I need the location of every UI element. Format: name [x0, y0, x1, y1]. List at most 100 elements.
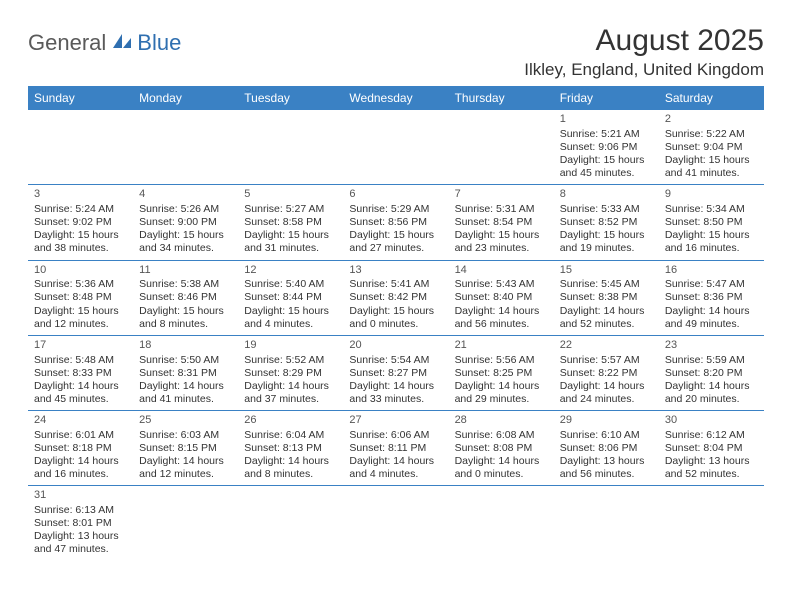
sunrise-text: Sunrise: 5:34 AM: [665, 203, 758, 216]
daylight-text: and 29 minutes.: [455, 393, 548, 406]
daylight-text: Daylight: 14 hours: [34, 455, 127, 468]
sunset-text: Sunset: 8:33 PM: [34, 367, 127, 380]
day-number: 19: [244, 339, 337, 353]
calendar-week-row: 17Sunrise: 5:48 AMSunset: 8:33 PMDayligh…: [28, 335, 764, 410]
calendar-empty-cell: [133, 110, 238, 185]
calendar-day-cell: 6Sunrise: 5:29 AMSunset: 8:56 PMDaylight…: [343, 185, 448, 260]
sunrise-text: Sunrise: 5:38 AM: [139, 278, 232, 291]
sunrise-text: Sunrise: 5:40 AM: [244, 278, 337, 291]
sunrise-text: Sunrise: 5:31 AM: [455, 203, 548, 216]
sunset-text: Sunset: 8:27 PM: [349, 367, 442, 380]
daylight-text: Daylight: 14 hours: [244, 455, 337, 468]
calendar-week-row: 31Sunrise: 6:13 AMSunset: 8:01 PMDayligh…: [28, 486, 764, 561]
calendar-day-cell: 12Sunrise: 5:40 AMSunset: 8:44 PMDayligh…: [238, 260, 343, 335]
day-number: 11: [139, 264, 232, 278]
daylight-text: Daylight: 13 hours: [665, 455, 758, 468]
sunset-text: Sunset: 8:08 PM: [455, 442, 548, 455]
daylight-text: Daylight: 15 hours: [139, 229, 232, 242]
weekday-row: SundayMondayTuesdayWednesdayThursdayFrid…: [28, 86, 764, 110]
daylight-text: Daylight: 14 hours: [455, 305, 548, 318]
title-block: August 2025 Ilkley, England, United King…: [524, 24, 764, 80]
sunset-text: Sunset: 8:15 PM: [139, 442, 232, 455]
daylight-text: and 52 minutes.: [560, 318, 653, 331]
daylight-text: and 4 minutes.: [349, 468, 442, 481]
sunset-text: Sunset: 8:18 PM: [34, 442, 127, 455]
day-number: 5: [244, 188, 337, 202]
sunset-text: Sunset: 8:50 PM: [665, 216, 758, 229]
daylight-text: Daylight: 14 hours: [244, 380, 337, 393]
calendar-table: SundayMondayTuesdayWednesdayThursdayFrid…: [28, 86, 764, 561]
calendar-empty-cell: [343, 110, 448, 185]
sunrise-text: Sunrise: 5:33 AM: [560, 203, 653, 216]
logo-text-general: General: [28, 30, 106, 56]
location-text: Ilkley, England, United Kingdom: [524, 60, 764, 80]
sunrise-text: Sunrise: 5:52 AM: [244, 354, 337, 367]
logo: General Blue: [28, 24, 181, 56]
calendar-week-row: 24Sunrise: 6:01 AMSunset: 8:18 PMDayligh…: [28, 411, 764, 486]
sunset-text: Sunset: 9:02 PM: [34, 216, 127, 229]
sunrise-text: Sunrise: 5:26 AM: [139, 203, 232, 216]
day-number: 28: [455, 414, 548, 428]
sunset-text: Sunset: 8:42 PM: [349, 291, 442, 304]
calendar-day-cell: 10Sunrise: 5:36 AMSunset: 8:48 PMDayligh…: [28, 260, 133, 335]
calendar-day-cell: 14Sunrise: 5:43 AMSunset: 8:40 PMDayligh…: [449, 260, 554, 335]
day-number: 6: [349, 188, 442, 202]
sunrise-text: Sunrise: 5:27 AM: [244, 203, 337, 216]
calendar-day-cell: 5Sunrise: 5:27 AMSunset: 8:58 PMDaylight…: [238, 185, 343, 260]
calendar-day-cell: 19Sunrise: 5:52 AMSunset: 8:29 PMDayligh…: [238, 335, 343, 410]
sunset-text: Sunset: 8:58 PM: [244, 216, 337, 229]
daylight-text: Daylight: 15 hours: [34, 229, 127, 242]
daylight-text: Daylight: 15 hours: [349, 305, 442, 318]
sunset-text: Sunset: 8:44 PM: [244, 291, 337, 304]
daylight-text: Daylight: 15 hours: [244, 305, 337, 318]
daylight-text: and 34 minutes.: [139, 242, 232, 255]
calendar-day-cell: 26Sunrise: 6:04 AMSunset: 8:13 PMDayligh…: [238, 411, 343, 486]
calendar-day-cell: 2Sunrise: 5:22 AMSunset: 9:04 PMDaylight…: [659, 110, 764, 185]
month-title: August 2025: [524, 24, 764, 58]
calendar-day-cell: 16Sunrise: 5:47 AMSunset: 8:36 PMDayligh…: [659, 260, 764, 335]
calendar-empty-cell: [238, 110, 343, 185]
daylight-text: Daylight: 14 hours: [455, 455, 548, 468]
sunrise-text: Sunrise: 5:59 AM: [665, 354, 758, 367]
sunset-text: Sunset: 9:00 PM: [139, 216, 232, 229]
daylight-text: and 12 minutes.: [34, 318, 127, 331]
day-number: 22: [560, 339, 653, 353]
day-number: 30: [665, 414, 758, 428]
sunrise-text: Sunrise: 6:08 AM: [455, 429, 548, 442]
daylight-text: and 38 minutes.: [34, 242, 127, 255]
day-number: 25: [139, 414, 232, 428]
daylight-text: Daylight: 14 hours: [560, 305, 653, 318]
daylight-text: and 41 minutes.: [665, 167, 758, 180]
daylight-text: and 52 minutes.: [665, 468, 758, 481]
calendar-day-cell: 11Sunrise: 5:38 AMSunset: 8:46 PMDayligh…: [133, 260, 238, 335]
calendar-empty-cell: [449, 486, 554, 561]
sunset-text: Sunset: 8:52 PM: [560, 216, 653, 229]
daylight-text: and 31 minutes.: [244, 242, 337, 255]
calendar-day-cell: 29Sunrise: 6:10 AMSunset: 8:06 PMDayligh…: [554, 411, 659, 486]
sunrise-text: Sunrise: 5:22 AM: [665, 128, 758, 141]
daylight-text: and 47 minutes.: [34, 543, 127, 556]
calendar-day-cell: 7Sunrise: 5:31 AMSunset: 8:54 PMDaylight…: [449, 185, 554, 260]
daylight-text: and 37 minutes.: [244, 393, 337, 406]
sunset-text: Sunset: 8:25 PM: [455, 367, 548, 380]
daylight-text: and 19 minutes.: [560, 242, 653, 255]
header: General Blue August 2025 Ilkley, England…: [28, 24, 764, 80]
day-number: 24: [34, 414, 127, 428]
sunrise-text: Sunrise: 5:50 AM: [139, 354, 232, 367]
day-number: 7: [455, 188, 548, 202]
calendar-empty-cell: [554, 486, 659, 561]
daylight-text: and 12 minutes.: [139, 468, 232, 481]
sunrise-text: Sunrise: 5:24 AM: [34, 203, 127, 216]
calendar-day-cell: 27Sunrise: 6:06 AMSunset: 8:11 PMDayligh…: [343, 411, 448, 486]
weekday-header: Saturday: [659, 86, 764, 110]
daylight-text: Daylight: 15 hours: [665, 229, 758, 242]
daylight-text: and 45 minutes.: [560, 167, 653, 180]
daylight-text: Daylight: 15 hours: [34, 305, 127, 318]
sunset-text: Sunset: 8:13 PM: [244, 442, 337, 455]
day-number: 31: [34, 489, 127, 503]
calendar-day-cell: 20Sunrise: 5:54 AMSunset: 8:27 PMDayligh…: [343, 335, 448, 410]
sunrise-text: Sunrise: 5:41 AM: [349, 278, 442, 291]
calendar-day-cell: 24Sunrise: 6:01 AMSunset: 8:18 PMDayligh…: [28, 411, 133, 486]
sunset-text: Sunset: 8:38 PM: [560, 291, 653, 304]
daylight-text: Daylight: 15 hours: [139, 305, 232, 318]
